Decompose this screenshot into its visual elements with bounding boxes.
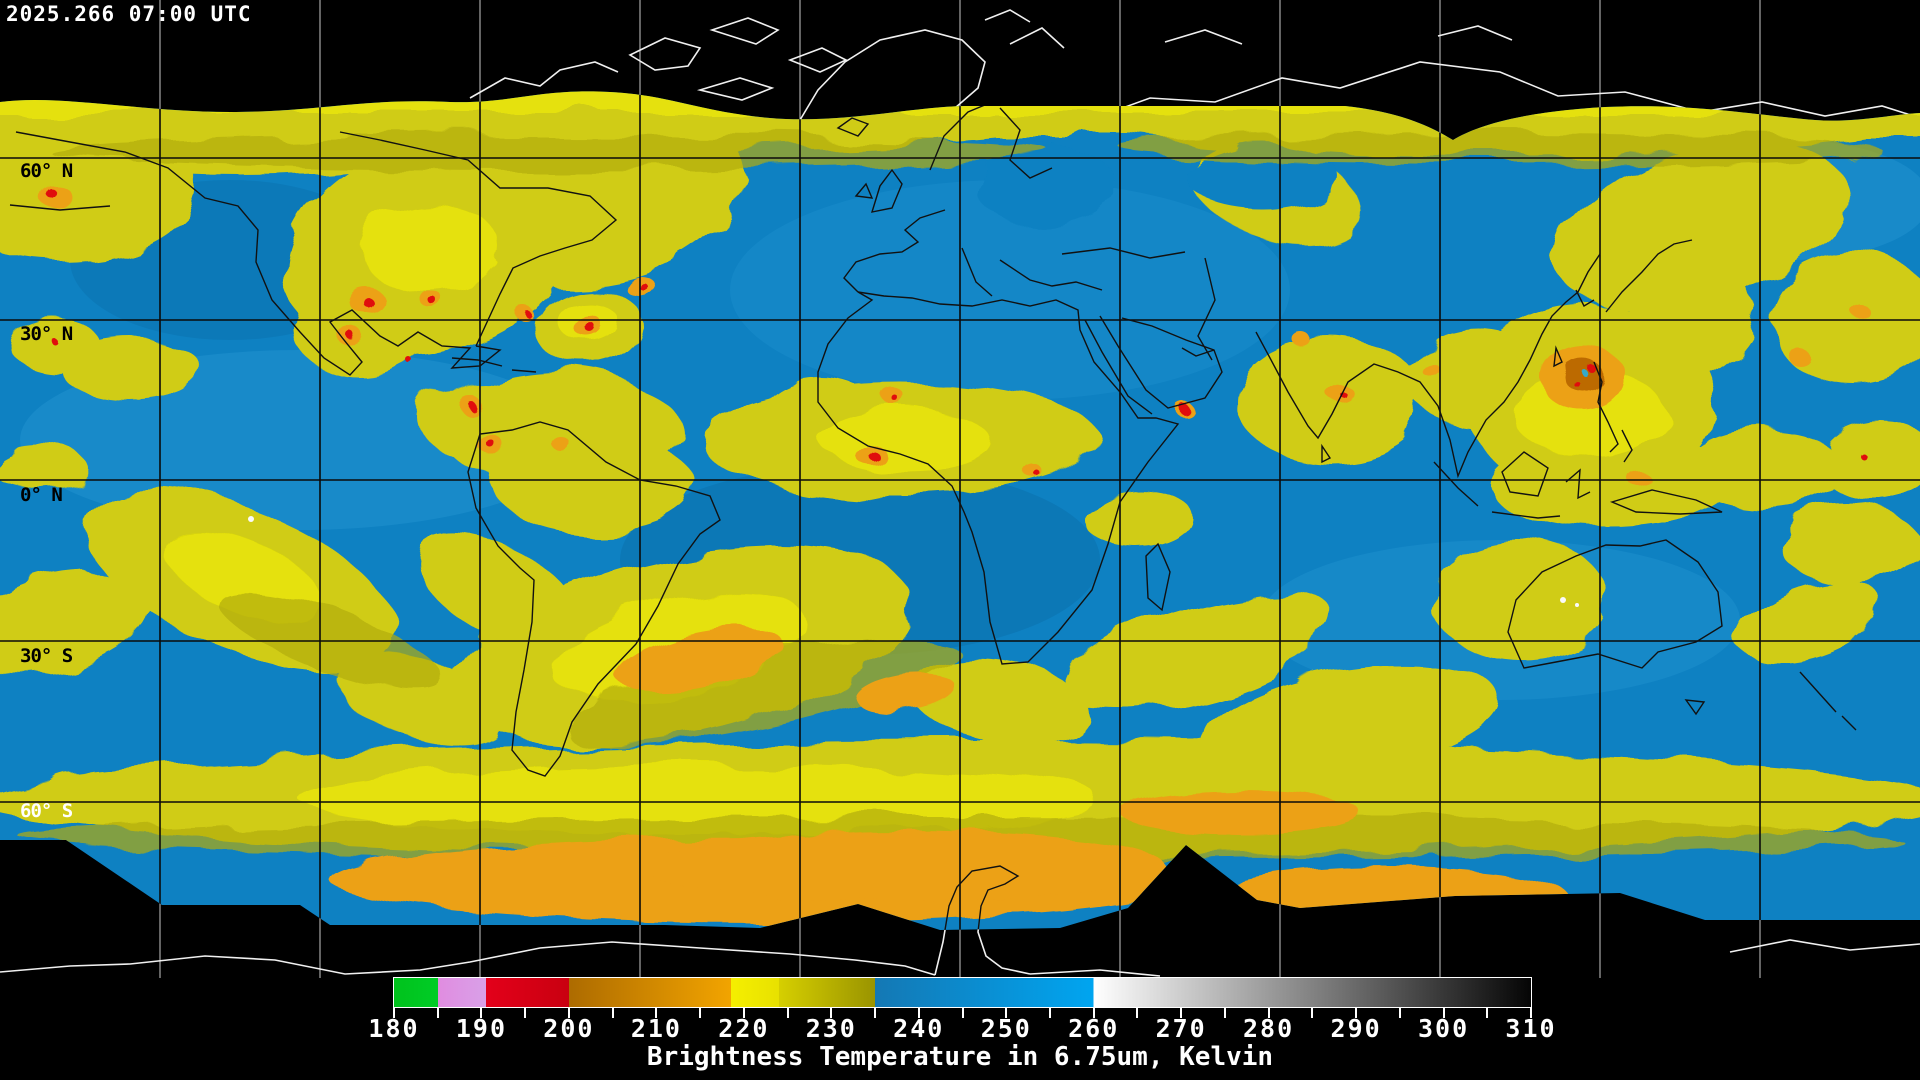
colorbar-tick-label: 180 — [368, 1014, 420, 1043]
colorbar-tick — [524, 1008, 527, 1018]
data-band — [0, 91, 1920, 931]
colorbar-tick-label: 190 — [455, 1014, 507, 1043]
colorbar-tick — [742, 1008, 745, 1018]
colorbar-tick — [1398, 1008, 1401, 1018]
colorbar-caption: Brightness Temperature in 6.75um, Kelvin — [646, 1042, 1274, 1072]
latitude-label: 60° N — [20, 160, 73, 182]
colorbar-tick — [611, 1008, 614, 1018]
typhoon-eye — [1582, 370, 1588, 376]
colorbar-tick — [786, 1008, 789, 1018]
latitude-label: 30° N — [20, 323, 73, 345]
satellite-map — [0, 0, 1920, 978]
colorbar-tick-label: 250 — [980, 1014, 1032, 1043]
colorbar-tick — [1355, 1008, 1358, 1018]
colorbar-tick-label: 300 — [1417, 1014, 1470, 1043]
colorbar-tick-labels: 180 190 200 210 220 230 240 250 260 270 280 290 300 3… — [368, 1014, 1554, 1044]
colorbar-tick — [1486, 1008, 1489, 1018]
colorbar-tick — [830, 1008, 833, 1018]
colorbar-tick-label: 310 — [1505, 1014, 1557, 1043]
colorbar-tick — [436, 1008, 439, 1018]
warm-flecks — [248, 516, 1579, 607]
colorbar-tick-label: 260 — [1068, 1014, 1120, 1043]
colorbar-tick — [1442, 1008, 1445, 1018]
colorbar — [393, 977, 1532, 1008]
latitude-label: 30° S — [20, 645, 73, 667]
colorbar-tick — [1530, 1008, 1532, 1018]
colorbar-tick — [1136, 1008, 1139, 1018]
colorbar-tick — [1092, 1008, 1095, 1018]
graticule-dark — [0, 91, 1920, 931]
colorbar-tick — [1180, 1008, 1183, 1018]
colorbar-tick — [1311, 1008, 1314, 1018]
colorbar-tick — [1223, 1008, 1226, 1018]
colorbar-tick — [699, 1008, 702, 1018]
coastlines — [9, 101, 1857, 931]
colorbar-tick — [1005, 1008, 1008, 1018]
colorbar-tick — [917, 1008, 920, 1018]
colorbar-tick-label: 290 — [1330, 1014, 1382, 1043]
colorbar-tick-label: 210 — [630, 1014, 682, 1043]
colorbar-tick — [393, 1008, 395, 1018]
colorbar-tick — [1048, 1008, 1051, 1018]
latitude-label: 60° S — [20, 800, 73, 822]
colorbar-ticks — [393, 1008, 1532, 1020]
colorbar-tick-label: 240 — [893, 1014, 945, 1043]
colorbar-tick-label: 220 — [718, 1014, 770, 1043]
colorbar-tick — [655, 1008, 658, 1018]
colorbar-tick-label: 270 — [1155, 1014, 1207, 1043]
colorbar-tick — [1267, 1008, 1270, 1018]
colorbar-tick — [874, 1008, 877, 1018]
colorbar-tick — [567, 1008, 570, 1018]
colorbar-tick-label: 200 — [543, 1014, 595, 1043]
latitude-label: 0° N — [20, 484, 63, 506]
colorbar-tick-label: 280 — [1243, 1014, 1295, 1043]
timestamp: 2025.266 07:00 UTC — [6, 2, 252, 26]
colorbar-tick — [961, 1008, 964, 1018]
convective-cores — [45, 187, 1865, 474]
arctic-coastlines — [0, 9, 1920, 133]
colorbar-tick — [480, 1008, 483, 1018]
colorbar-tick-label: 230 — [805, 1014, 857, 1043]
